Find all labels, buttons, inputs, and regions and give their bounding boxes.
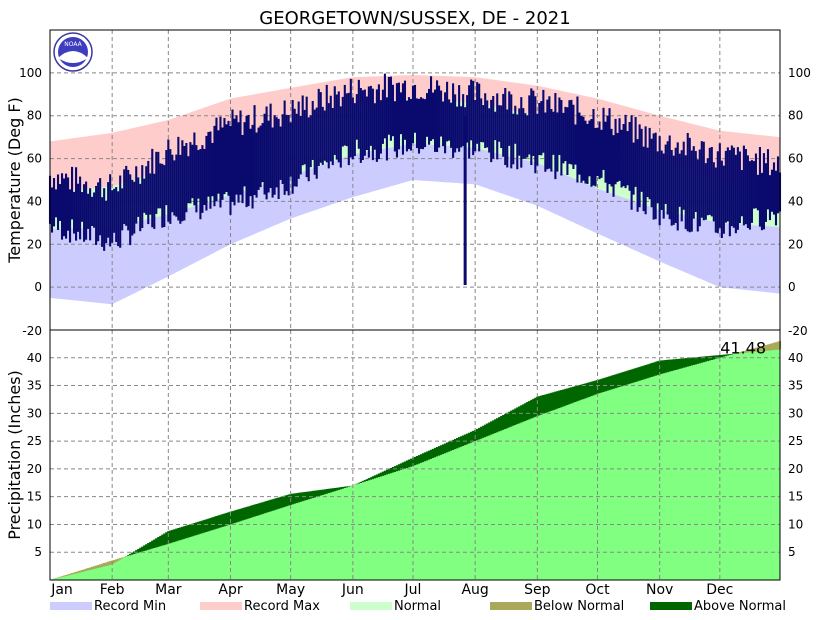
month-label: May xyxy=(276,582,305,598)
temp-tick-label-right: 0 xyxy=(788,280,796,294)
legend-swatch xyxy=(650,602,692,610)
temp-tick-label-left: 80 xyxy=(27,109,42,123)
temp-tick-label-left: 40 xyxy=(27,194,42,208)
legend-item: Record Max xyxy=(200,599,320,614)
record-max-band xyxy=(50,75,780,193)
chart-title: GEORGETOWN/SUSSEX, DE - 2021 xyxy=(259,8,570,29)
temp-tick-label-left: 60 xyxy=(27,152,42,166)
prec-tick-label-left: 5 xyxy=(34,545,42,559)
temperature-axis-label: Temperature (Deg F) xyxy=(5,97,24,264)
prec-tick-label-right: 35 xyxy=(788,379,803,393)
precipitation-grid xyxy=(50,330,780,580)
legend-label: Record Max xyxy=(244,599,320,614)
precipitation-frame xyxy=(49,329,781,581)
temp-tick-label-right: 100 xyxy=(788,66,811,80)
legend-swatch xyxy=(200,602,242,610)
legend-label: Normal xyxy=(394,599,441,614)
prec-tick-label-right: 20 xyxy=(788,462,803,476)
observed-temperature-bars xyxy=(48,73,782,285)
legend-label: Above Normal xyxy=(694,599,786,614)
prec-tick-label-left: 20 xyxy=(27,462,42,476)
precipitation-total-label: 41.48 xyxy=(720,339,766,358)
month-label: Oct xyxy=(585,582,610,598)
precipitation-areas xyxy=(50,341,782,580)
legend-swatch xyxy=(490,602,532,610)
month-tick-labels: Jan Feb Mar Apr May Jun Jul Aug Sep Oct Nov Dec xyxy=(50,582,733,598)
precipitation-ticks: 40 40 35 35 30 30 25 25 20 20 15 15 10 10 5 5 xyxy=(27,351,804,559)
temp-tick-label-left: 0 xyxy=(34,280,42,294)
below-normal-area xyxy=(50,341,782,580)
month-label: Mar xyxy=(155,582,182,598)
prec-tick-label-right: 10 xyxy=(788,517,803,531)
temp-tick-label-right: 80 xyxy=(788,109,803,123)
legend-item: Normal xyxy=(350,599,441,614)
month-label: Nov xyxy=(646,582,673,598)
temp-tick-label-right: 20 xyxy=(788,237,803,251)
month-label: Jun xyxy=(341,582,364,598)
month-label: Aug xyxy=(461,582,488,598)
month-label: Sep xyxy=(524,582,551,598)
temp-tick-label-left: 20 xyxy=(27,237,42,251)
prec-tick-label-left: 10 xyxy=(27,517,42,531)
record-min-band xyxy=(50,143,780,305)
temp-tick-label-right: 40 xyxy=(788,194,803,208)
plot-frames xyxy=(49,29,781,581)
month-label: Jan xyxy=(50,582,73,598)
month-label: Apr xyxy=(218,582,242,598)
prec-tick-label-right: 5 xyxy=(788,545,796,559)
legend-item: Below Normal xyxy=(490,599,624,614)
legend: Record Min Record Max Normal Below Normal Ab… xyxy=(50,599,786,614)
noaa-logo-icon: NOAA xyxy=(53,32,93,72)
prec-tick-label-left: 40 xyxy=(27,351,42,365)
temperature-panel: 100 100 80 80 60 60 40 40 20 20 0 0 -20 -20 Temperatu… xyxy=(5,30,811,338)
month-label: Jul xyxy=(404,582,422,598)
prec-tick-label-right: 30 xyxy=(788,406,803,420)
legend-swatch xyxy=(350,602,392,610)
temp-tick-label-right: 60 xyxy=(788,152,803,166)
legend-item: Record Min xyxy=(50,599,166,614)
temp-tick-label-right: -20 xyxy=(788,324,808,338)
prec-tick-label-right: 40 xyxy=(788,351,803,365)
month-label: Feb xyxy=(100,582,125,598)
legend-label: Record Min xyxy=(94,599,166,614)
temp-tick-label-left: 100 xyxy=(19,66,42,80)
month-label: Dec xyxy=(706,582,733,598)
prec-tick-label-left: 35 xyxy=(27,379,42,393)
prec-tick-label-right: 25 xyxy=(788,434,803,448)
prec-tick-label-right: 15 xyxy=(788,490,803,504)
precipitation-panel: 40 40 35 35 30 30 25 25 20 20 15 15 10 10 5 5 Precipita… xyxy=(5,330,803,580)
legend-label: Below Normal xyxy=(534,599,624,614)
temp-tick-label-left: -20 xyxy=(22,324,42,338)
prec-tick-label-left: 25 xyxy=(27,434,42,448)
temperature-ticks: 100 100 80 80 60 60 40 40 20 20 0 0 -20 -20 xyxy=(19,66,811,338)
prec-tick-label-left: 30 xyxy=(27,406,42,420)
legend-swatch xyxy=(50,602,92,610)
legend-item: Above Normal xyxy=(650,599,786,614)
prec-tick-label-left: 15 xyxy=(27,490,42,504)
precipitation-axis-label: Precipitation (Inches) xyxy=(5,370,24,540)
logo-text: NOAA xyxy=(64,41,82,48)
